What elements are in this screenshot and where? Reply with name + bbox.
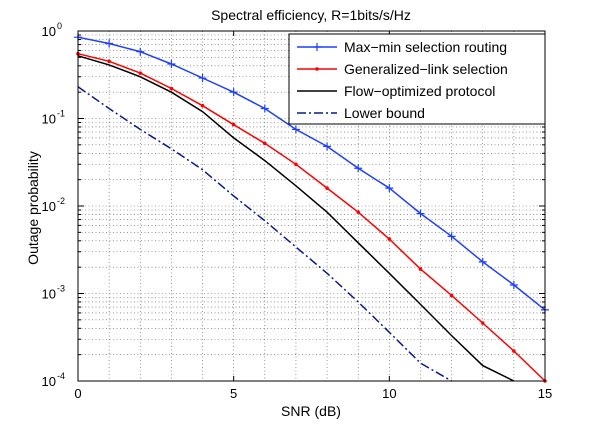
svg-text:10: 10 — [42, 374, 56, 389]
data-point — [385, 184, 394, 193]
data-point — [354, 164, 363, 173]
series-4 — [77, 86, 452, 382]
data-point — [200, 103, 205, 108]
legend: Max−min selection routing Generalized−lin… — [288, 33, 546, 125]
legend-entry: Generalized−link selection — [297, 61, 508, 77]
data-point — [105, 39, 114, 48]
y-axis-label: Outage probability — [25, 151, 41, 265]
y-tick-label: 10 -4 — [42, 371, 65, 389]
svg-text:10: 10 — [42, 287, 56, 302]
svg-text:10: 10 — [42, 112, 56, 127]
x-tick-label: 5 — [230, 386, 237, 401]
data-point — [291, 125, 300, 134]
y-tick-label: 10 0 — [42, 21, 62, 39]
data-point — [263, 141, 267, 146]
data-point — [447, 232, 456, 241]
data-point — [169, 86, 174, 91]
series-3 — [77, 55, 515, 382]
legend-label: Flow−optimized protocol — [344, 83, 495, 99]
legend-label: Generalized−link selection — [344, 61, 508, 77]
data-point — [478, 257, 487, 266]
data-point — [323, 142, 332, 151]
svg-text:10: 10 — [42, 24, 56, 39]
series-line — [77, 55, 515, 382]
y-tick-label: 10 -3 — [42, 284, 65, 302]
data-point — [325, 186, 329, 190]
data-point — [198, 74, 207, 83]
series-line — [77, 86, 452, 382]
series-line — [77, 52, 546, 382]
data-point — [138, 71, 143, 75]
svg-text:-3: -3 — [57, 284, 65, 294]
data-point — [136, 47, 145, 56]
svg-text:-4: -4 — [57, 371, 65, 381]
legend-entry: Lower bound — [297, 105, 425, 121]
chart-title: Spectral efficiency, R=1bits/s/Hz — [211, 7, 411, 23]
legend-entry: Max−min selection routing — [297, 39, 507, 55]
data-point — [418, 267, 423, 271]
svg-text:-1: -1 — [57, 109, 65, 119]
data-point — [231, 122, 236, 127]
x-axis-label: SNR (dB) — [281, 403, 341, 419]
x-tick-label: 0 — [74, 386, 81, 401]
x-tick-label: 15 — [538, 386, 552, 401]
data-point — [167, 59, 176, 68]
y-tick-label: 10 -2 — [42, 196, 65, 214]
legend-box — [288, 33, 546, 125]
svg-text:10: 10 — [42, 199, 56, 214]
svg-text:-2: -2 — [57, 196, 65, 206]
series-2 — [76, 51, 547, 383]
data-point — [356, 210, 361, 214]
series-line — [77, 36, 546, 311]
data-point — [449, 293, 454, 298]
y-tick-label: 10 -1 — [42, 109, 65, 127]
legend-label: Max−min selection routing — [344, 39, 507, 55]
svg-text:0: 0 — [57, 21, 62, 31]
series-layer — [74, 33, 549, 383]
data-point — [480, 321, 485, 325]
data-point — [229, 88, 238, 97]
data-point — [260, 104, 269, 113]
legend-entry: Flow−optimized protocol — [297, 83, 495, 99]
data-point — [387, 237, 392, 241]
series-1 — [74, 33, 549, 314]
data-point — [416, 209, 425, 218]
x-tick-label: 10 — [382, 386, 396, 401]
legend-label: Lower bound — [344, 105, 425, 121]
data-point — [294, 162, 298, 167]
data-point — [512, 349, 516, 353]
data-point — [107, 59, 111, 64]
data-point — [509, 281, 518, 290]
